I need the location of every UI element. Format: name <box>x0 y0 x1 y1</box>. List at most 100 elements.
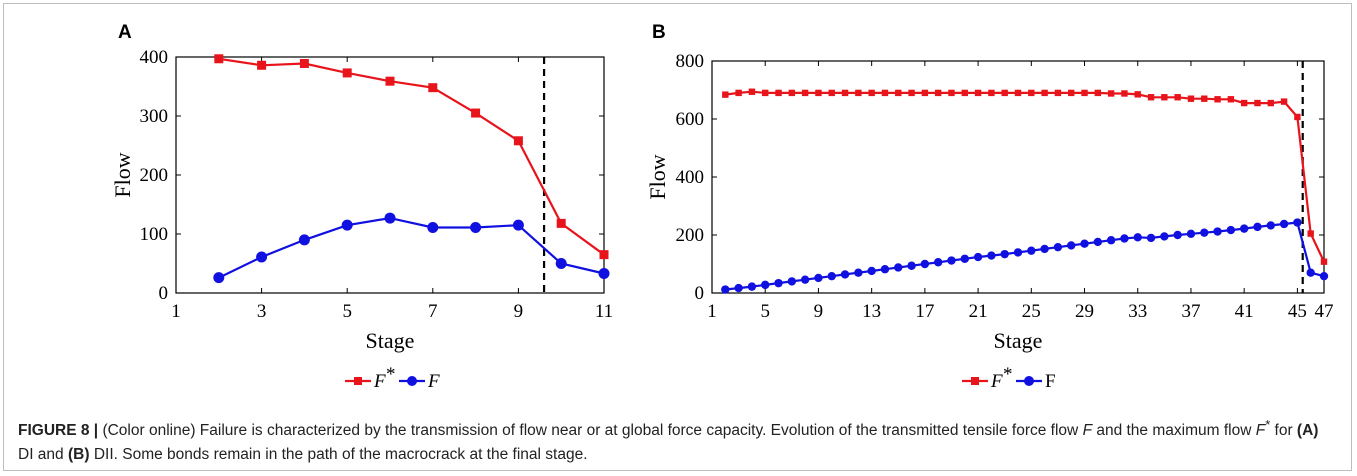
panel-b-series-fstar-point <box>1028 89 1035 97</box>
panel-b-series-fstar-point <box>988 89 995 97</box>
panel-a-y-tick-label: 200 <box>140 165 169 186</box>
caption-var-fstar: F <box>1255 422 1266 440</box>
panel-b-series-fstar-point <box>1068 89 1075 97</box>
panel-b-x-tick-label: 37 <box>1181 301 1200 322</box>
panel-b-legend-fstar-label: F <box>990 371 1003 392</box>
panel-b-series-fstar-point <box>815 89 822 97</box>
panel-b-series-fstar-point <box>1214 96 1221 103</box>
panel-a-series-f-point <box>384 212 396 224</box>
panel-a-y-tick-label: 400 <box>140 47 169 68</box>
panel-a-legend-fstar-label: F <box>373 371 386 392</box>
panel-b-series-fstar-point <box>748 88 756 95</box>
panel-b-x-tick-label: 45 <box>1288 301 1307 322</box>
panel-a-series-fstar-point <box>299 58 309 68</box>
panel-b-series-f-point <box>920 259 930 269</box>
panel-a-series-f-point <box>512 219 524 231</box>
panel-b-legend-f-marker <box>1024 376 1034 386</box>
panel-b-series-f-point <box>1013 248 1023 257</box>
panel-b-x-tick-label: 47 <box>1315 301 1334 322</box>
panel-b-series-f-point <box>774 278 783 288</box>
panel-b-series-f-point <box>1146 233 1156 243</box>
panel-b-series-f-point <box>1160 232 1169 241</box>
panel-b-series-f-point <box>1106 236 1116 245</box>
panel-b-series-fstar-point <box>735 89 742 97</box>
panel-b-series-fstar-point <box>722 91 729 98</box>
panel-b-series-f-point <box>734 283 743 293</box>
panel-a-y-tick-label: 300 <box>140 106 169 127</box>
panel-b-series-fstar-point <box>868 89 875 97</box>
panel-b-series-fstar-point <box>1227 96 1235 103</box>
panel-b-series-f-point <box>1226 225 1236 235</box>
panel-b-series-fstar-point <box>974 89 982 97</box>
panel-b-series-f-point <box>787 277 797 286</box>
panel-b-series-fstar-point <box>881 89 889 97</box>
panel-a-y-tick-label: 0 <box>159 283 169 304</box>
panel-b-legend-fstar-sup: * <box>1003 364 1013 385</box>
panel-a-x-tick-label: 9 <box>514 301 524 322</box>
panel-a-series-fstar-point <box>599 250 609 260</box>
panel-b-series-f-point <box>973 252 983 262</box>
caption-var-f: F <box>1082 422 1093 440</box>
panel-b-series-f-point <box>1279 219 1289 229</box>
figure-caption: FIGURE 8 | (Color online) Failure is cha… <box>18 413 1338 467</box>
panel-b-series-f-point <box>987 251 996 260</box>
panel-a-series-fstar-point <box>342 68 352 78</box>
caption-ref-b: (B) <box>67 446 90 464</box>
panel-b-series-fstar-point <box>961 89 968 97</box>
panel-b-series-f-point <box>814 273 823 283</box>
panel-b-series-fstar-point <box>934 89 942 97</box>
panel-b-series-f-point <box>1239 224 1249 233</box>
panel-a-series-f-point <box>213 272 225 284</box>
panel-b-series-fstar-point <box>1147 94 1155 101</box>
panel-b-series-f-point <box>1213 227 1222 236</box>
panel-a-series-f-point <box>427 222 439 234</box>
panel-a-series-fstar-line <box>218 57 605 256</box>
panel-b-y-tick-label: 800 <box>676 51 705 72</box>
panel-b-series-fstar-point <box>1014 89 1022 97</box>
panel-b-y-axis-label: Flow <box>645 154 670 199</box>
panel-a-series-f-point <box>256 251 268 263</box>
panel-b: B 1 5 9 13 17 21 25 29 33 37 41 45 47 0 200 400 600 800 Sta… <box>645 22 1334 392</box>
panel-a-axes-box <box>175 56 605 294</box>
caption-text-5: DII. Some bonds remain in the path of th… <box>89 446 588 464</box>
panel-b-series-f-point <box>960 254 969 263</box>
panel-b-x-tick-label: 13 <box>862 301 881 322</box>
panel-b-series-f-line <box>725 221 1325 291</box>
panel-b-series-f-point <box>1133 233 1142 242</box>
panel-a-series-f-point <box>298 234 310 246</box>
panel-b-series-fstar-point <box>1254 99 1261 107</box>
panel-b-series-f-point <box>1000 249 1009 259</box>
panel-b-series-f-point <box>880 265 890 274</box>
panel-b-series-fstar-point <box>1001 89 1008 97</box>
panel-b-series-f-point <box>840 270 850 279</box>
caption-var-fstar-sup: * <box>1265 417 1271 432</box>
panel-b-series-fstar-point <box>841 89 849 97</box>
panel-b-series-fstar-point <box>1267 99 1274 107</box>
panel-b-series-fstar-point <box>828 89 835 97</box>
panel-b-series-fstar-point <box>1161 94 1168 101</box>
panel-b-x-tick-label: 25 <box>1022 301 1041 322</box>
panel-b-series-f-point <box>1319 271 1329 281</box>
panel-b-series-f-point <box>933 258 943 267</box>
panel-b-series-f-point <box>761 280 770 290</box>
panel-b-series-fstar-point <box>908 89 915 97</box>
panel-b-series-f-point <box>947 256 956 265</box>
panel-a-series-f-point <box>470 222 482 234</box>
panel-b-series-fstar-point <box>1307 230 1314 237</box>
panel-b-series-fstar-point <box>1054 89 1062 97</box>
panel-b-series-fstar-point <box>788 89 796 97</box>
panel-b-series-f-point <box>721 285 730 294</box>
panel-b-x-tick-label: 41 <box>1235 301 1254 322</box>
panel-b-series-fstar-point <box>1320 258 1328 265</box>
panel-a-x-tick-label: 7 <box>428 301 438 322</box>
panel-b-series-fstar-point <box>1187 95 1195 102</box>
panel-b-x-tick-label: 9 <box>814 301 824 322</box>
panel-b-series-fstar-point <box>1174 94 1181 101</box>
panel-b-series-f-point <box>894 263 903 272</box>
panel-b-series-f-point <box>1266 221 1275 230</box>
panel-b-series-f-point <box>1120 234 1129 243</box>
panel-a-legend-fstar-sup: * <box>386 364 396 385</box>
panel-b-series-f-point <box>1293 218 1302 227</box>
panel-b-series-fstar-point <box>775 89 782 97</box>
